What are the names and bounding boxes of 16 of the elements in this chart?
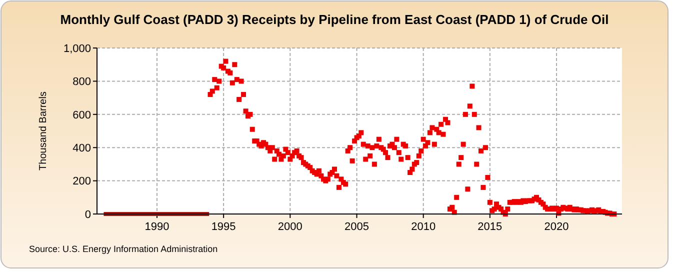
x-tick-label: 1990 [144, 221, 170, 233]
y-tick-label: 800 [72, 76, 91, 88]
x-tick-label: 2020 [544, 221, 569, 233]
chart-title: Monthly Gulf Coast (PADD 3) Receipts by Pipeline from East Coast (PADD 1) of Crude Oil [60, 12, 609, 27]
x-tick-label: 2000 [278, 221, 302, 233]
y-tick-label: 600 [72, 109, 91, 122]
y-tick-label: 200 [72, 176, 91, 188]
y-tick-label: 1,000 [63, 42, 91, 55]
y-tick-label: 0 [84, 208, 91, 221]
y-axis-title: Thousand Barrels [38, 92, 49, 170]
x-tick-label: 2010 [411, 221, 436, 233]
x-tick-label: 2005 [344, 221, 370, 233]
source-note: Source: U.S. Energy Information Administration [29, 244, 218, 254]
y-tick-label: 400 [72, 142, 91, 154]
x-tick-label: 1995 [211, 221, 236, 233]
x-tick-label: 2015 [478, 221, 502, 233]
